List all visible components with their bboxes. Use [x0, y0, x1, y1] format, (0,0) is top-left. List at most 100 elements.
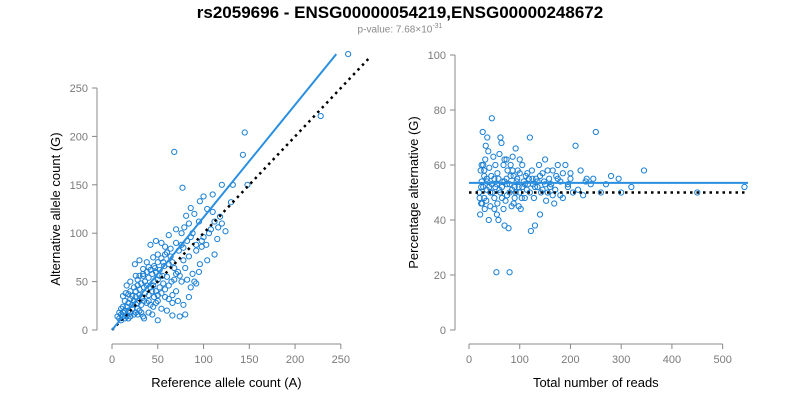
left-data-point: [187, 204, 194, 212]
right-data-point: [541, 156, 549, 163]
chart-subtitle: p-value: 7.68×10-31: [0, 23, 800, 35]
right-data-point: [478, 200, 485, 207]
chart-title: rs2059696 - ENSG00000054219,ENSG00000248…: [196, 3, 604, 22]
right-data-point: [549, 167, 556, 174]
left-data-point: [178, 241, 185, 248]
right-x-tick-label: 0: [466, 354, 472, 366]
right-data-point: [477, 211, 484, 218]
left-data-point: [160, 280, 167, 287]
right-data-point: [500, 205, 507, 213]
left-data-point: [176, 272, 183, 279]
left-data-point: [178, 278, 185, 285]
right-data-point: [546, 175, 553, 182]
left-data-point: [125, 315, 132, 322]
right-data-point: [516, 156, 523, 163]
right-data-point: [488, 115, 495, 122]
left-data-point: [196, 198, 203, 205]
right-data-point: [503, 192, 511, 199]
pvalue-label: p-value: 7.68×10: [357, 24, 433, 36]
left-data-point: [131, 261, 138, 268]
right-data-point: [492, 183, 499, 191]
left-data-point: [182, 311, 189, 318]
left-data-point: [345, 51, 352, 58]
left-data-point: [171, 148, 178, 155]
right-data-point: [529, 175, 536, 182]
left-data-point: [215, 224, 222, 231]
right-data-point: [494, 170, 501, 177]
left-x-axis-label: Reference allele count (A): [151, 375, 301, 390]
left-data-point: [191, 210, 198, 217]
left-y-tick-label: 100: [70, 228, 88, 240]
right-data-point: [590, 175, 597, 182]
right-data-point: [519, 161, 526, 169]
left-data-point: [214, 235, 221, 243]
right-y-tick-label: 100: [428, 50, 446, 62]
right-data-point: [541, 181, 549, 188]
left-data-point: [165, 295, 172, 303]
right-x-tick-label: 400: [663, 354, 681, 366]
right-data-point: [583, 175, 590, 182]
right-data-point: [478, 183, 485, 191]
left-data-point: [132, 272, 139, 279]
left-data-point: [169, 312, 176, 319]
right-data-point: [694, 189, 701, 196]
left-data-point: [171, 276, 178, 283]
right-y-tick-label: 40: [434, 215, 446, 227]
left-data-point: [158, 239, 165, 246]
left-data-point: [209, 191, 216, 198]
right-data-point: [534, 178, 541, 185]
right-data-point: [531, 222, 539, 229]
left-data-point: [163, 249, 171, 256]
left-data-point: [154, 251, 161, 258]
left-y-axis-label: Alternative allele count (G): [48, 132, 63, 285]
right-data-point: [498, 194, 506, 202]
right-data-point: [498, 139, 505, 147]
right-y-tick-label: 20: [434, 270, 446, 282]
right-data-point: [514, 175, 521, 182]
right-data-point: [554, 161, 561, 169]
right-x-tick-label: 300: [612, 354, 630, 366]
left-data-point: [183, 212, 190, 219]
left-data-point: [211, 251, 218, 258]
left-y-tick-label: 250: [70, 83, 88, 95]
left-data-point: [193, 241, 200, 248]
right-data-point: [491, 194, 498, 202]
right-data-point: [481, 205, 488, 213]
left-data-point: [172, 239, 180, 246]
left-data-point: [123, 282, 130, 289]
right-data-point: [513, 178, 520, 185]
right-data-point: [507, 161, 514, 169]
right-data-point: [592, 128, 599, 136]
left-data-point: [158, 290, 165, 297]
left-data-point: [185, 293, 192, 301]
right-y-tick-label: 80: [434, 105, 446, 117]
right-data-point: [484, 134, 491, 141]
right-data-point: [518, 194, 525, 202]
left-x-tick-label: 100: [194, 354, 212, 366]
right-y-tick-label: 0: [440, 325, 446, 337]
right-data-point: [521, 194, 528, 202]
left-data-point: [152, 299, 160, 306]
left-data-point: [193, 247, 200, 254]
left-data-point: [196, 261, 203, 268]
pvalue-exponent: -31: [432, 23, 443, 30]
right-data-point: [524, 170, 531, 177]
left-data-point: [182, 264, 189, 272]
right-data-point: [559, 170, 566, 177]
left-y-tick-label: 50: [76, 277, 88, 289]
left-data-point: [154, 317, 161, 324]
left-data-point: [317, 112, 324, 120]
right-data-point: [501, 178, 508, 185]
left-x-tick-label: 250: [332, 354, 350, 366]
left-data-point: [167, 245, 174, 252]
left-data-point: [204, 257, 211, 264]
right-y-tick-label: 60: [434, 160, 446, 172]
left-data-point: [158, 255, 165, 262]
left-data-point: [145, 274, 152, 281]
right-data-point: [486, 164, 493, 171]
left-y-tick-label: 0: [82, 325, 88, 337]
left-data-point: [191, 278, 198, 285]
left-data-point: [134, 305, 141, 312]
left-data-point: [222, 228, 229, 235]
right-data-point: [487, 203, 494, 210]
